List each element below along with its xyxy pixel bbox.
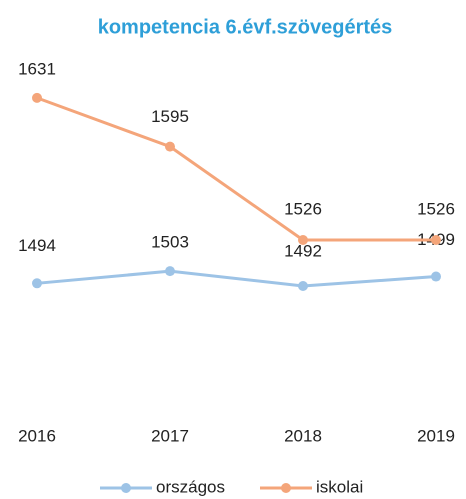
data-label: 1526 bbox=[284, 199, 322, 218]
legend-label: iskolai bbox=[316, 477, 363, 496]
legend-marker bbox=[121, 483, 131, 493]
x-tick-label: 2018 bbox=[284, 426, 322, 445]
data-label: 1503 bbox=[151, 233, 189, 252]
x-tick-label: 2016 bbox=[18, 426, 56, 445]
series-line bbox=[36, 269, 437, 288]
point bbox=[431, 235, 441, 245]
data-label: 1631 bbox=[18, 59, 56, 78]
data-label: 1526 bbox=[417, 199, 455, 218]
point bbox=[32, 92, 42, 103]
chart-title: kompetencia 6.évf.szövegértés bbox=[98, 16, 393, 38]
point bbox=[298, 235, 308, 245]
point bbox=[32, 278, 42, 289]
point bbox=[431, 271, 441, 282]
series-line bbox=[36, 96, 436, 242]
legend-label: országos bbox=[156, 477, 225, 496]
legend-marker bbox=[281, 483, 291, 493]
point bbox=[165, 141, 175, 152]
x-tick-label: 2019 bbox=[417, 426, 455, 445]
point bbox=[298, 281, 308, 292]
data-label: 1494 bbox=[18, 236, 56, 255]
data-label: 1492 bbox=[284, 241, 322, 260]
x-tick-label: 2017 bbox=[151, 426, 189, 445]
point bbox=[165, 266, 175, 277]
data-label: 1595 bbox=[151, 107, 189, 126]
